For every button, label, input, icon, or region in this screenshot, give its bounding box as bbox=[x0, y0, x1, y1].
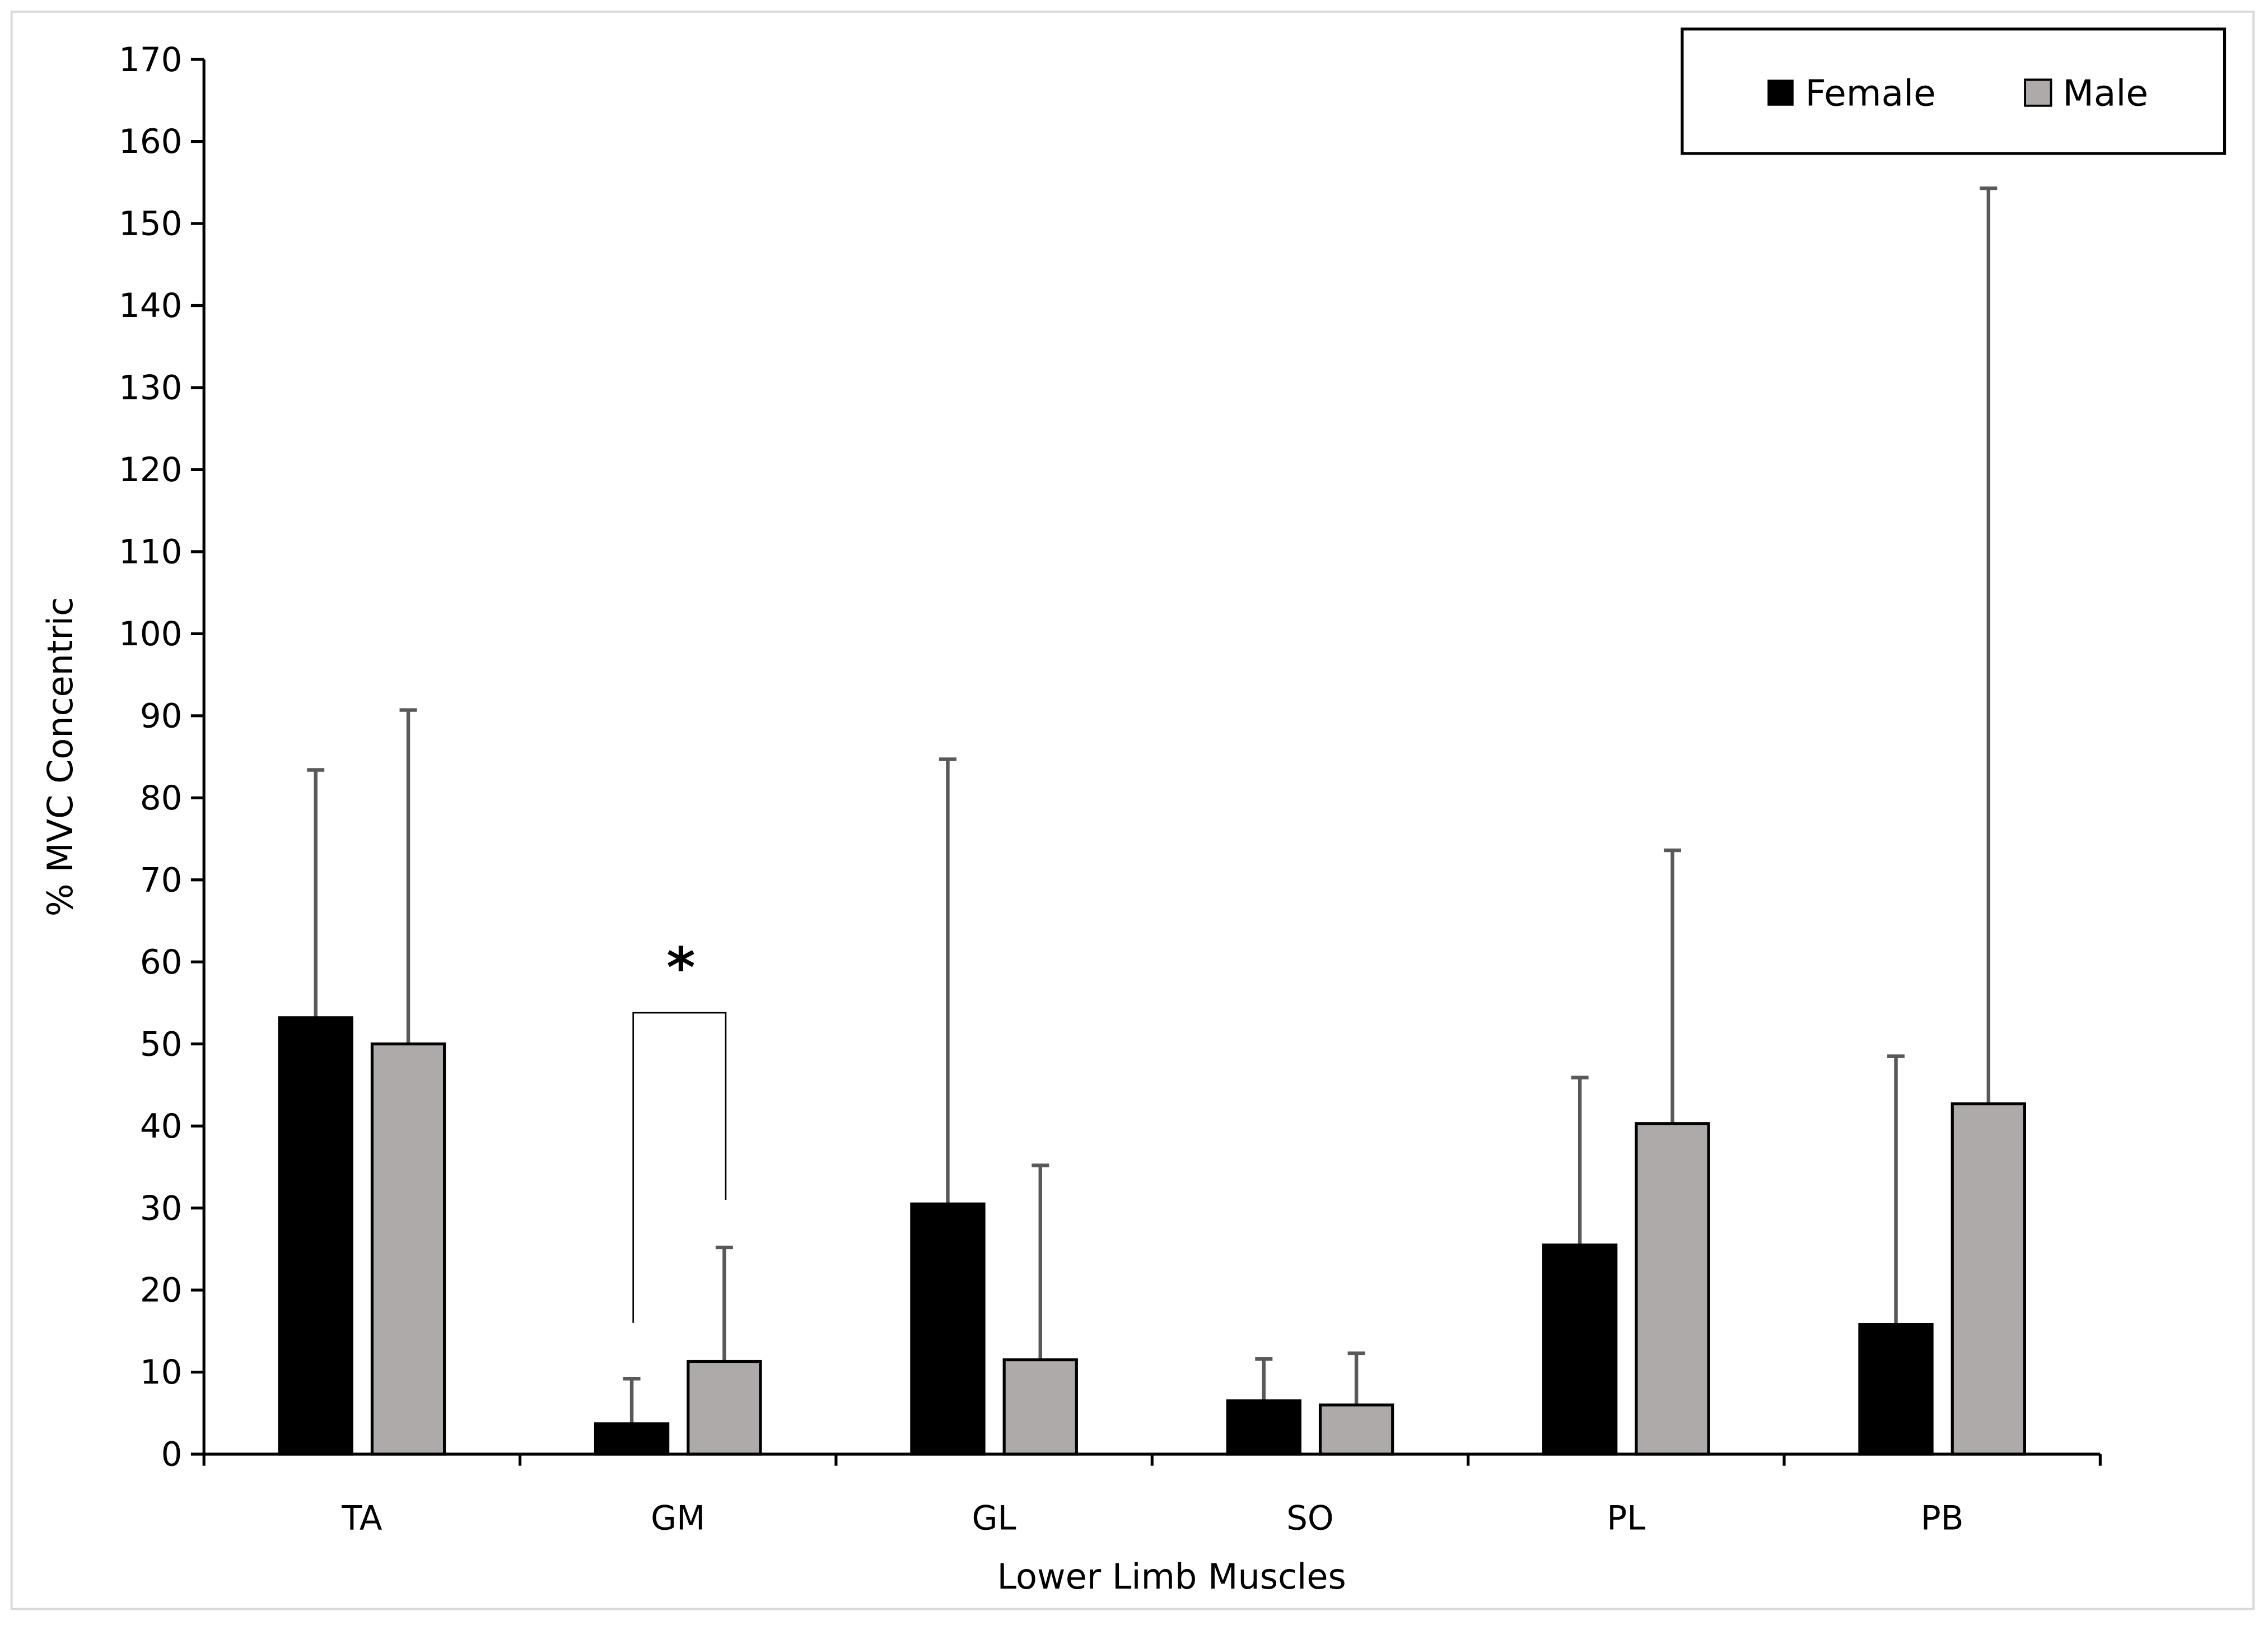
y-tick-label: 90 bbox=[140, 697, 183, 735]
legend-swatch-male bbox=[2024, 78, 2052, 107]
significance-bracket bbox=[632, 1012, 727, 1323]
x-tick-label: PB bbox=[1921, 1499, 1964, 1538]
x-axis-label: Lower Limb Muscles bbox=[997, 1556, 1346, 1597]
y-tick-label: 160 bbox=[119, 123, 182, 161]
bar-male-SO bbox=[1318, 1403, 1394, 1456]
y-tick-label: 150 bbox=[119, 205, 182, 244]
legend-label-female: Female bbox=[1805, 73, 1935, 115]
y-tick-label: 0 bbox=[161, 1436, 183, 1474]
legend: Female Male bbox=[1681, 27, 2227, 155]
bar-male-GM bbox=[687, 1359, 762, 1456]
bar-male-GL bbox=[1002, 1358, 1078, 1456]
bar-female-PL bbox=[1542, 1243, 1618, 1456]
bar-female-TA bbox=[278, 1016, 353, 1456]
y-tick-label: 100 bbox=[119, 615, 182, 654]
y-tick-label: 60 bbox=[140, 943, 183, 982]
y-tick-label: 10 bbox=[140, 1353, 183, 1392]
y-axis-label: % MVC Concentric bbox=[40, 597, 81, 916]
y-tick-label: 110 bbox=[119, 533, 182, 572]
bar-female-PB bbox=[1858, 1323, 1934, 1456]
significance-star: * bbox=[666, 937, 695, 1000]
bar-female-GM bbox=[594, 1422, 670, 1456]
x-tick-label: GL bbox=[972, 1499, 1016, 1538]
y-tick-label: 170 bbox=[119, 41, 182, 80]
y-tick-label: 70 bbox=[140, 861, 183, 900]
y-tick-label: 20 bbox=[140, 1272, 183, 1310]
x-tick-label: SO bbox=[1286, 1499, 1333, 1538]
y-tick-label: 30 bbox=[140, 1189, 183, 1228]
bar-male-TA bbox=[370, 1042, 446, 1456]
x-tick-label: PL bbox=[1607, 1499, 1645, 1538]
x-tick-label: GM bbox=[651, 1499, 705, 1538]
legend-label-male: Male bbox=[2062, 73, 2148, 115]
y-tick-label: 40 bbox=[140, 1107, 183, 1146]
y-tick-label: 50 bbox=[140, 1025, 183, 1064]
bar-male-PB bbox=[1950, 1102, 2027, 1456]
bar-male-PL bbox=[1635, 1122, 1710, 1456]
y-tick-label: 120 bbox=[119, 451, 182, 490]
legend-swatch-female bbox=[1767, 80, 1794, 106]
y-tick-label: 80 bbox=[140, 779, 183, 818]
y-tick-label: 140 bbox=[119, 287, 182, 325]
x-tick-label: TA bbox=[341, 1499, 382, 1538]
bar-female-SO bbox=[1226, 1399, 1301, 1456]
bar-female-GL bbox=[910, 1202, 986, 1456]
y-tick-label: 130 bbox=[119, 369, 182, 408]
